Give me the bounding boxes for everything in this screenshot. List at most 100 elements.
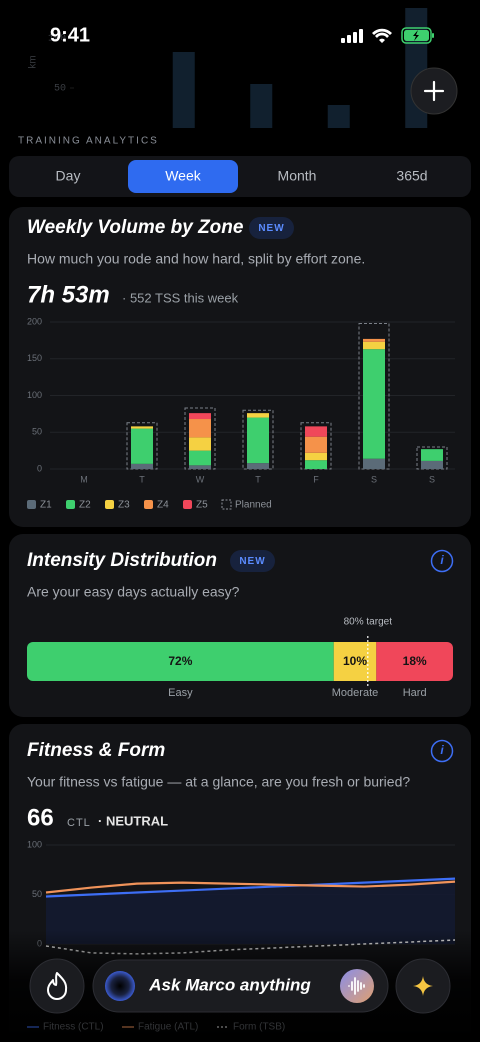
status-icons — [341, 27, 434, 44]
legend-swatch — [221, 499, 232, 510]
category-label: Moderate — [332, 687, 378, 699]
axis-label: km — [28, 55, 39, 68]
y-tick-label: 50 — [32, 889, 42, 899]
legend-swatch — [144, 500, 153, 509]
x-tick-label: T — [139, 474, 145, 484]
target-label: 80% target — [344, 617, 393, 628]
bar-segment — [247, 417, 269, 464]
bar-segment — [421, 460, 443, 469]
x-tick-label: W — [196, 474, 205, 484]
x-tick-label: T — [255, 474, 261, 484]
series-line — [45, 880, 456, 894]
card-title: Weekly Volume by Zone — [27, 217, 244, 238]
ask-button[interactable]: Ask Marco anything — [92, 959, 389, 1013]
add-button[interactable] — [410, 67, 458, 115]
tab[interactable]: Week — [128, 160, 238, 193]
section-label: TRAINING ANALYTICS — [18, 136, 159, 147]
series-line — [45, 877, 456, 898]
bar-segment — [131, 426, 153, 429]
bar-segment — [131, 463, 153, 469]
bar-segment — [247, 463, 269, 469]
bar-segment — [363, 349, 385, 459]
y-tick-label: 200 — [27, 316, 42, 326]
value-label: 18% — [403, 654, 427, 668]
bar-segment — [305, 426, 327, 437]
legend-label: Z3 — [118, 500, 130, 511]
card-subtitle: How much you rode and how hard, split by… — [27, 251, 365, 267]
tab[interactable]: Day — [56, 168, 81, 184]
bar-segment — [305, 460, 327, 469]
bar-segment — [189, 419, 211, 438]
y-tick-label: 100 — [27, 839, 42, 849]
bar-segment — [189, 413, 211, 420]
info-button[interactable]: i — [430, 739, 454, 763]
bar-segment — [27, 642, 334, 681]
legend-swatch — [66, 500, 75, 509]
bar-segment — [189, 450, 211, 466]
tab-bar — [9, 156, 471, 197]
bar — [172, 52, 195, 138]
legend-label: Z2 — [79, 500, 91, 511]
tab-label: Day — [56, 168, 81, 184]
ctl-unit: CTL — [67, 817, 91, 829]
bar-segment — [189, 465, 211, 469]
ask-prompt: Ask Marco anything — [148, 975, 311, 994]
y-tick-label: 100 — [27, 390, 42, 400]
planned-outline — [242, 409, 274, 470]
card-title: Fitness & Form — [27, 740, 165, 761]
y-tick-label: 0 — [37, 463, 42, 473]
clock: 9:41 — [50, 24, 90, 46]
bar-segment — [131, 428, 153, 464]
legend-label: Z4 — [157, 500, 169, 511]
legend-label: Z1 — [40, 500, 52, 511]
info-button[interactable]: i — [430, 549, 454, 573]
card-title: Intensity Distribution — [27, 550, 217, 571]
bar-segment — [363, 338, 385, 342]
legend-label: Fatigue (ATL) — [138, 1022, 198, 1033]
legend-label: Z5 — [196, 500, 208, 511]
form-status: · NEUTRAL — [98, 813, 168, 828]
value-label: 10% — [343, 654, 367, 668]
card — [9, 207, 471, 527]
bar-segment — [305, 452, 327, 461]
y-tick-label: 100 — [48, 34, 66, 45]
tab-label: Month — [278, 168, 317, 184]
y-tick-label: 50 — [54, 84, 66, 95]
tab-label: 365d — [396, 168, 427, 184]
y-tick-label: 50 — [32, 427, 42, 437]
tss-note: · 552 TSS this week — [122, 290, 239, 305]
x-tick-label: M — [80, 474, 88, 484]
category-label: Easy — [168, 687, 193, 699]
legend-label: Form (TSB) — [233, 1022, 285, 1033]
svg-text:i: i — [440, 553, 444, 567]
tab-active-bg — [128, 160, 238, 193]
bar-segment — [376, 642, 453, 681]
badge-text: NEW — [239, 556, 265, 567]
tab-label: Week — [165, 168, 202, 184]
badge-text: NEW — [258, 223, 284, 234]
tab[interactable]: Month — [278, 168, 317, 184]
legend-swatch — [105, 500, 114, 509]
legend-label: Planned — [235, 500, 272, 511]
bar-segment — [305, 436, 327, 453]
sparkle-button[interactable] — [395, 958, 451, 1014]
bar-segment — [363, 341, 385, 350]
value-label: 72% — [168, 654, 192, 668]
ctl-value: 66 — [27, 804, 54, 831]
streak-button[interactable] — [29, 958, 85, 1014]
bar-segment — [363, 458, 385, 469]
card-question: Are your easy days actually easy? — [27, 584, 240, 600]
category-label: Hard — [403, 687, 427, 699]
card-subtitle: Your fitness vs fatigue — at a glance, a… — [27, 774, 410, 790]
badge — [230, 550, 275, 572]
legend-label: Fitness (CTL) — [43, 1022, 104, 1033]
badge — [249, 217, 294, 239]
total-time: 7h 53m — [27, 281, 110, 308]
bar-segment — [333, 642, 377, 681]
legend-swatch — [27, 500, 36, 509]
bar-segment — [247, 413, 269, 418]
tab[interactable]: 365d — [396, 168, 427, 184]
x-tick-label: S — [371, 474, 377, 484]
bar-segment — [421, 449, 443, 461]
